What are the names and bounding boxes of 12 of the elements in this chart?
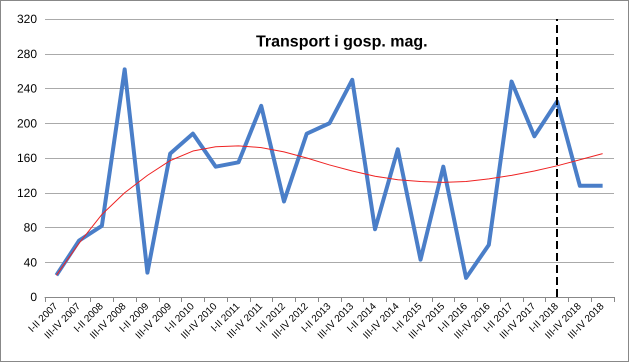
y-tick-label: 40 — [24, 255, 38, 270]
line-series — [56, 145, 604, 276]
y-tick-label: 320 — [16, 12, 38, 26]
y-tick-label: 160 — [16, 151, 38, 165]
line-series — [54, 67, 605, 280]
y-tick-label: 120 — [16, 186, 38, 200]
y-tick-label: 240 — [16, 82, 38, 96]
y-tick-label: 280 — [16, 46, 38, 61]
y-tick-label: 80 — [24, 220, 38, 234]
y-tick-label: 0 — [30, 290, 38, 304]
y-tick-label: 200 — [16, 116, 38, 130]
text: Transport i gosp. mag. — [256, 34, 428, 50]
